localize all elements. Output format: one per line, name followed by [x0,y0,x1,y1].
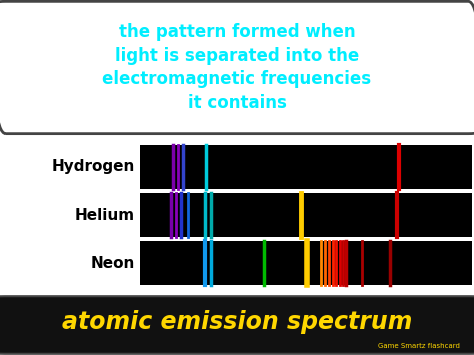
Text: Helium: Helium [75,208,135,223]
Text: Game Smartz flashcard: Game Smartz flashcard [378,343,460,349]
Text: the pattern formed when
light is separated into the
electromagnetic frequencies
: the pattern formed when light is separat… [102,23,372,112]
Bar [140,146,472,189]
Bar [140,193,472,236]
FancyBboxPatch shape [0,296,474,354]
Bar [140,241,472,285]
Text: Hydrogen: Hydrogen [52,159,135,175]
Text: atomic emission spectrum: atomic emission spectrum [62,310,412,334]
Text: Neon: Neon [91,256,135,271]
